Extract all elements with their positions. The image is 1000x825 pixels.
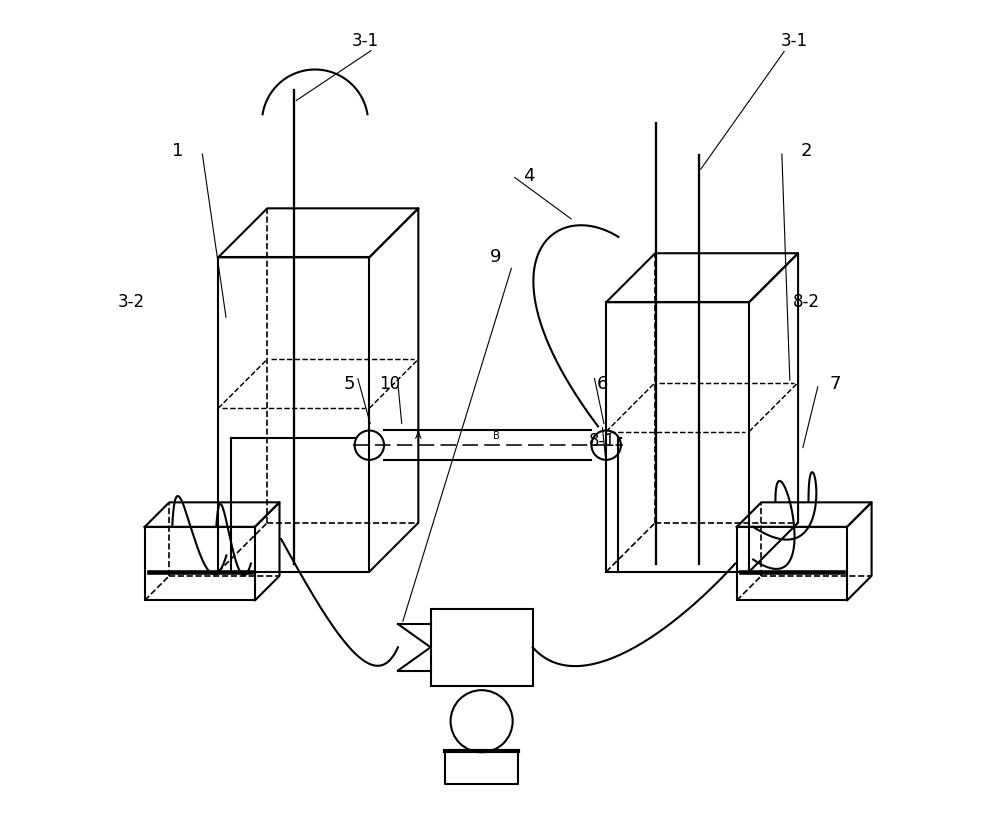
- Text: B: B: [493, 431, 499, 441]
- Text: 1: 1: [172, 142, 183, 160]
- Text: 10: 10: [379, 375, 400, 393]
- Text: 8-2: 8-2: [793, 293, 820, 311]
- Text: 6: 6: [596, 375, 608, 393]
- Text: 3-1: 3-1: [352, 32, 379, 50]
- Text: 9: 9: [490, 248, 502, 266]
- Text: 5: 5: [343, 375, 355, 393]
- Text: A: A: [415, 431, 422, 441]
- Text: 3-1: 3-1: [780, 32, 808, 50]
- Text: 7: 7: [829, 375, 841, 393]
- Text: 3-2: 3-2: [117, 293, 144, 311]
- Text: 4: 4: [523, 167, 534, 185]
- Text: 2: 2: [800, 142, 812, 160]
- Text: 8-1: 8-1: [589, 432, 616, 450]
